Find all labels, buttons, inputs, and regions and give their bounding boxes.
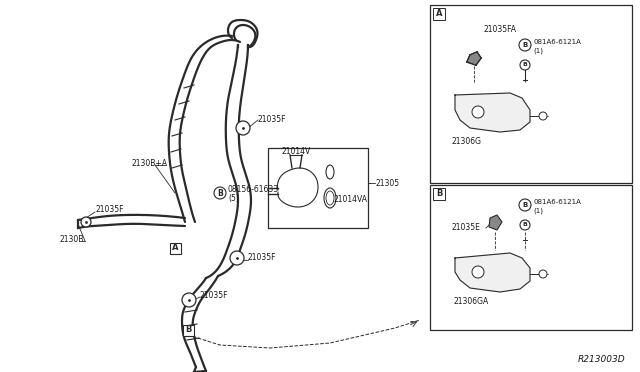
Text: R213003D: R213003D: [577, 356, 625, 365]
Circle shape: [472, 106, 484, 118]
Circle shape: [519, 39, 531, 51]
Text: A: A: [436, 10, 442, 19]
Circle shape: [519, 199, 531, 211]
Polygon shape: [489, 215, 502, 230]
Text: 081A6-6121A: 081A6-6121A: [533, 39, 581, 45]
Text: 21035F: 21035F: [95, 205, 124, 215]
Text: 21035FA: 21035FA: [483, 26, 516, 35]
Text: (1): (1): [533, 208, 543, 214]
Circle shape: [520, 60, 530, 70]
Text: (5): (5): [228, 193, 239, 202]
Circle shape: [214, 187, 226, 199]
Text: B: B: [217, 189, 223, 198]
Text: 21035F: 21035F: [258, 115, 287, 125]
Bar: [268, 148, 368, 228]
Text: 21014V: 21014V: [282, 148, 311, 157]
Circle shape: [230, 251, 244, 265]
Circle shape: [182, 293, 196, 307]
Polygon shape: [455, 253, 530, 292]
Text: 081A6-6121A: 081A6-6121A: [533, 199, 581, 205]
Text: 2130B: 2130B: [60, 235, 84, 244]
Text: 21306G: 21306G: [452, 138, 482, 147]
Text: B: B: [522, 202, 527, 208]
Text: B: B: [523, 62, 527, 67]
Text: B: B: [523, 222, 527, 228]
Circle shape: [81, 217, 91, 227]
Circle shape: [236, 121, 250, 135]
Text: B: B: [185, 326, 191, 334]
Text: 21035E: 21035E: [451, 224, 480, 232]
Bar: [182, 324, 193, 336]
Text: 21014VA: 21014VA: [334, 196, 368, 205]
Bar: [430, 185, 632, 330]
Polygon shape: [455, 93, 530, 132]
Text: 21035F: 21035F: [200, 292, 228, 301]
Bar: [433, 8, 445, 20]
Bar: [430, 5, 632, 183]
Text: 08156-61633: 08156-61633: [228, 186, 279, 195]
Circle shape: [520, 220, 530, 230]
Text: 21305: 21305: [375, 179, 399, 187]
Bar: [433, 188, 445, 200]
Circle shape: [539, 270, 547, 278]
Text: (1): (1): [533, 48, 543, 54]
Text: 21306GA: 21306GA: [453, 298, 488, 307]
Circle shape: [539, 112, 547, 120]
Text: B: B: [522, 42, 527, 48]
Bar: [170, 243, 180, 253]
Text: A: A: [172, 244, 179, 253]
Polygon shape: [467, 52, 481, 65]
Text: 21035F: 21035F: [248, 253, 276, 263]
Text: B: B: [436, 189, 442, 199]
Circle shape: [472, 266, 484, 278]
Text: 2130B+A: 2130B+A: [132, 160, 168, 169]
